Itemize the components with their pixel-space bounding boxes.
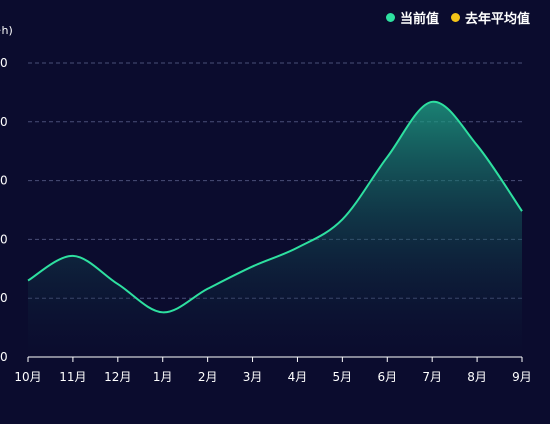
y-axis-ticks: 0 0 0 0 0 0	[0, 56, 8, 364]
legend-label-current: 当前值	[400, 8, 439, 27]
x-tick-label: 9月	[512, 370, 532, 384]
y-axis-unit-label: ·h)	[0, 24, 13, 37]
x-axis: 10月 11月 12月 1月 2月 3月 4月 5月 6月 7月 8月 9月	[14, 357, 531, 384]
legend-item-last-year-avg[interactable]: 去年平均值	[451, 8, 530, 27]
x-tick-label: 1月	[153, 370, 173, 384]
legend-label-last-year-avg: 去年平均值	[465, 8, 530, 27]
y-tick-label: 0	[0, 350, 8, 364]
x-tick-label: 5月	[333, 370, 353, 384]
y-tick-label: 0	[0, 56, 8, 70]
x-tick-label: 4月	[288, 370, 308, 384]
x-tick-label: 11月	[59, 370, 86, 384]
legend-dot-current	[386, 13, 395, 22]
x-tick-label: 10月	[14, 370, 41, 384]
x-tick-label: 2月	[198, 370, 218, 384]
current-value-area	[28, 102, 522, 357]
legend: 当前值 去年平均值	[386, 8, 530, 27]
y-tick-label: 0	[0, 291, 8, 305]
y-tick-label: 0	[0, 232, 8, 246]
x-tick-label: 7月	[422, 370, 442, 384]
area-layer	[28, 102, 522, 357]
x-tick-label: 8月	[467, 370, 487, 384]
legend-dot-last-year-avg	[451, 13, 460, 22]
y-tick-label: 0	[0, 115, 8, 129]
x-tick-label: 6月	[377, 370, 397, 384]
legend-item-current[interactable]: 当前值	[386, 8, 439, 27]
x-tick-label: 3月	[243, 370, 263, 384]
x-tick-label: 12月	[104, 370, 131, 384]
y-tick-label: 0	[0, 174, 8, 188]
